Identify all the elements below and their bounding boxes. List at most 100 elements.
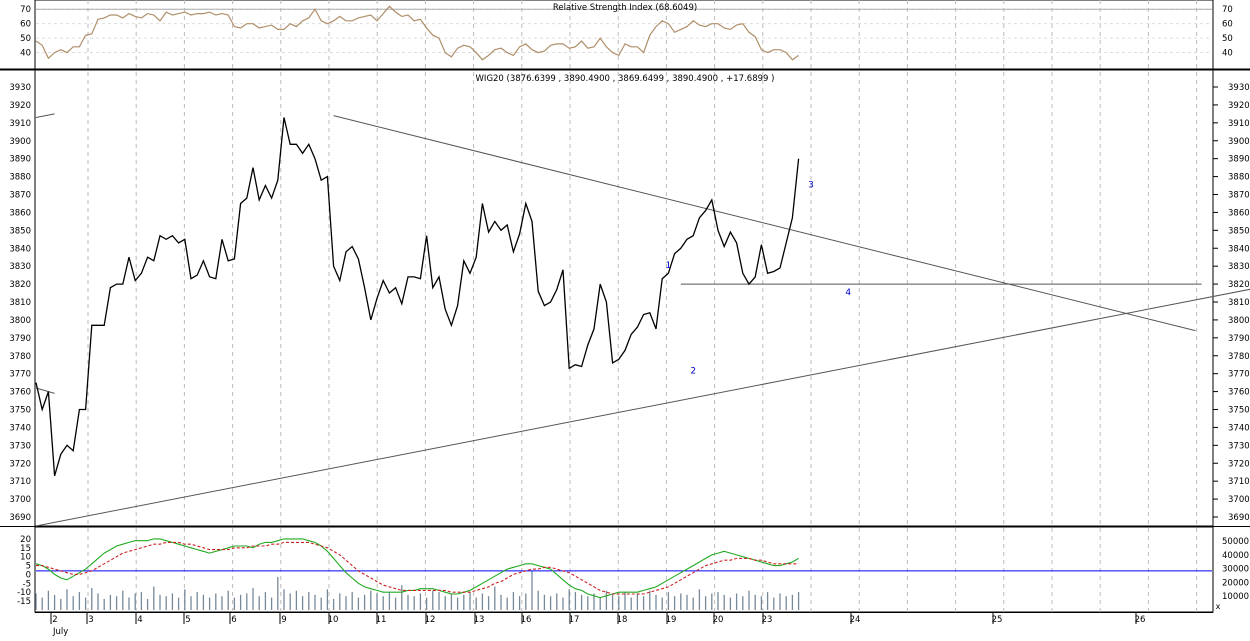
x-axis-day-label: 23 xyxy=(762,615,773,625)
price-y-tick-label-right: 3860 xyxy=(1228,208,1250,218)
indicator-y-tick-label-right: 10000 xyxy=(1222,592,1249,602)
price-y-tick-label-left: 3890 xyxy=(9,155,31,165)
x-axis-day-label: 9 xyxy=(281,615,286,625)
price-panel: 3690 3690 3700 3700 3710 3710 3720 3720 3730 3730… xyxy=(9,83,1250,527)
indicator-y-tick-label-left: 0 xyxy=(26,570,31,580)
x-axis-day-label: 26 xyxy=(1135,615,1146,625)
rsi-y-tick-label-right: 60 xyxy=(1222,20,1233,30)
price-y-tick-label-right: 3730 xyxy=(1228,441,1250,451)
price-y-tick-label-right: 3790 xyxy=(1228,334,1250,344)
vertical-gridlines xyxy=(87,0,1198,612)
x-axis-day-label: 10 xyxy=(328,615,339,625)
price-y-tick-label-left: 3780 xyxy=(9,352,31,362)
price-y-tick-label-left: 3750 xyxy=(9,406,31,416)
price-y-tick-label-left: 3840 xyxy=(9,244,31,254)
price-series-line xyxy=(35,117,800,476)
price-y-tick-label-right: 3720 xyxy=(1228,459,1250,469)
price-y-tick-label-right: 3890 xyxy=(1228,155,1250,165)
x-axis: 2 3 4 5 6 9 10 11 12 13 16 17 18 19 20 23 24 25 26 xyxy=(35,612,1213,625)
indicator-y-tick-label-left: 15 xyxy=(20,544,31,554)
price-y-tick-label-right: 3760 xyxy=(1228,388,1250,398)
trendline xyxy=(35,288,1250,527)
indicator-y-tick-label-left: -5 xyxy=(23,579,31,589)
x-axis-day-label: 5 xyxy=(185,615,190,625)
price-y-tick-label-left: 3770 xyxy=(9,370,31,380)
price-y-tick-label-right: 3930 xyxy=(1228,83,1250,93)
price-y-tick-label-right: 3920 xyxy=(1228,101,1250,111)
price-title: WIG20 (3876.6399 , 3890.4900 , 3869.6499… xyxy=(476,74,775,84)
price-y-tick-label-right: 3700 xyxy=(1228,495,1250,505)
price-y-tick-label-right: 3870 xyxy=(1228,191,1250,201)
price-y-tick-label-right: 3770 xyxy=(1228,370,1250,380)
price-y-tick-label-right: 3710 xyxy=(1228,477,1250,487)
indicator-y-tick-label-left: 20 xyxy=(20,535,31,545)
price-y-tick-label-right: 3850 xyxy=(1228,226,1250,236)
wave-label: 4 xyxy=(845,288,851,298)
indicator-slow-line xyxy=(36,541,799,595)
price-y-tick-label-left: 3870 xyxy=(9,191,31,201)
price-y-tick-label-right: 3840 xyxy=(1228,244,1250,254)
x-axis-day-label: 25 xyxy=(992,615,1003,625)
indicator-y-tick-label-right: 30000 xyxy=(1222,565,1249,575)
rsi-y-tick-label-left: 70 xyxy=(20,5,31,15)
indicator-y-tick-label-right: 20000 xyxy=(1222,578,1249,588)
price-y-tick-label-left: 3720 xyxy=(9,459,31,469)
price-y-tick-label-right: 3740 xyxy=(1228,423,1250,433)
price-y-tick-label-left: 3880 xyxy=(9,173,31,183)
x-axis-day-label: 17 xyxy=(569,615,580,625)
price-y-tick-label-left: 3860 xyxy=(9,208,31,218)
price-y-tick-label-left: 3910 xyxy=(9,119,31,129)
x-axis-day-label: 24 xyxy=(850,615,861,625)
trendline xyxy=(35,387,55,394)
x-axis-day-label: 12 xyxy=(425,615,436,625)
x-axis-day-label: 13 xyxy=(474,615,485,625)
x-axis-day-label: 16 xyxy=(521,615,532,625)
price-y-tick-label-right: 3900 xyxy=(1228,137,1250,147)
rsi-title: Relative Strength Index (68.6049) xyxy=(553,3,697,13)
indicator-y-tick-label-right: 50000 xyxy=(1222,537,1249,547)
x-axis-day-label: 2 xyxy=(52,615,57,625)
x-axis-day-label: 18 xyxy=(617,615,628,625)
price-y-tick-label-right: 3810 xyxy=(1228,298,1250,308)
price-y-tick-label-left: 3730 xyxy=(9,441,31,451)
price-y-tick-label-left: 3700 xyxy=(9,495,31,505)
x-axis-day-label: 20 xyxy=(713,615,724,625)
indicator-fast-line xyxy=(35,538,799,599)
wave-label: 3 xyxy=(808,180,814,190)
price-y-tick-label-left: 3900 xyxy=(9,137,31,147)
price-y-tick-label-right: 3780 xyxy=(1228,352,1250,362)
rsi-y-tick-label-left: 50 xyxy=(20,34,31,44)
price-y-tick-label-left: 3800 xyxy=(9,316,31,326)
price-y-tick-label-left: 3830 xyxy=(9,262,31,272)
price-y-tick-label-right: 3880 xyxy=(1228,173,1250,183)
price-y-tick-label-left: 3760 xyxy=(9,388,31,398)
rsi-y-tick-label-right: 70 xyxy=(1222,5,1233,15)
price-y-tick-label-left: 3810 xyxy=(9,298,31,308)
price-y-tick-label-right: 3820 xyxy=(1228,280,1250,290)
price-y-tick-label-left: 3790 xyxy=(9,334,31,344)
price-y-tick-label-left: 3690 xyxy=(9,513,31,523)
indicator-y-tick-label-left: -15 xyxy=(17,597,31,607)
price-y-tick-label-left: 3920 xyxy=(9,101,31,111)
x-axis-day-label: 3 xyxy=(88,615,93,625)
rsi-y-tick-label-left: 40 xyxy=(20,49,31,59)
price-y-tick-label-left: 3930 xyxy=(9,83,31,93)
indicator-y-tick-label-left: 10 xyxy=(20,553,31,563)
rsi-y-tick-label-right: 50 xyxy=(1222,34,1233,44)
price-y-tick-label-left: 3740 xyxy=(9,423,31,433)
indicator-y-tick-label-right: 40000 xyxy=(1222,551,1249,561)
indicator-y-tick-label-left: -10 xyxy=(17,588,31,598)
rsi-panel: 40 40 50 50 60 60 70 70 xyxy=(20,5,1233,61)
price-y-tick-label-right: 3910 xyxy=(1228,119,1250,129)
x-axis-day-label: 4 xyxy=(137,615,142,625)
x-axis-corner-label: x xyxy=(1216,602,1221,611)
price-y-tick-label-left: 3710 xyxy=(9,477,31,487)
wave-label: 1 xyxy=(666,261,672,271)
x-axis-day-label: 19 xyxy=(666,615,677,625)
rsi-series-line xyxy=(35,5,799,61)
trendline xyxy=(333,115,1196,332)
rsi-y-tick-label-right: 40 xyxy=(1222,49,1233,59)
